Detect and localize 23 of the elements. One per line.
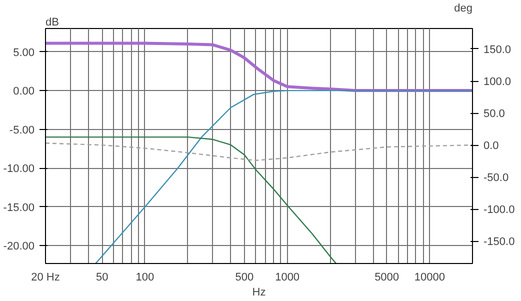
- y2-axis-title: deg: [454, 2, 473, 14]
- y-tick-label: -20.00: [3, 240, 35, 253]
- x-tick-label: 5000: [374, 272, 400, 284]
- y2-tick-label: -50.0: [484, 172, 509, 184]
- y-tick-label: -10.00: [3, 163, 35, 176]
- y-tick-label: -15.00: [3, 202, 35, 214]
- x-tick-label: 50: [96, 272, 108, 284]
- x-tick-label: 500: [235, 272, 254, 284]
- x-axis-title: Hz: [252, 286, 266, 298]
- y2-tick-label: 0.0: [484, 140, 499, 152]
- y-tick-label: 5.00: [13, 46, 35, 59]
- y-axis-title: dB: [46, 16, 59, 28]
- y2-tick-label: -150.0: [484, 236, 515, 248]
- x-tick-label: 10000: [414, 272, 445, 284]
- x-tick-label: 100: [136, 272, 154, 284]
- y2-tick-label: 100.0: [484, 76, 512, 88]
- y2-tick-label: 50.0: [484, 108, 505, 120]
- y2-tick-label: -100.0: [484, 204, 515, 216]
- y2-tick-label: 150.0: [484, 44, 512, 56]
- y-tick-label: -5.00: [9, 124, 35, 136]
- x-tick-label: 1000: [275, 272, 300, 284]
- y-tick-label: 0.00: [13, 86, 35, 98]
- x-tick-label: 20 Hz: [31, 272, 60, 284]
